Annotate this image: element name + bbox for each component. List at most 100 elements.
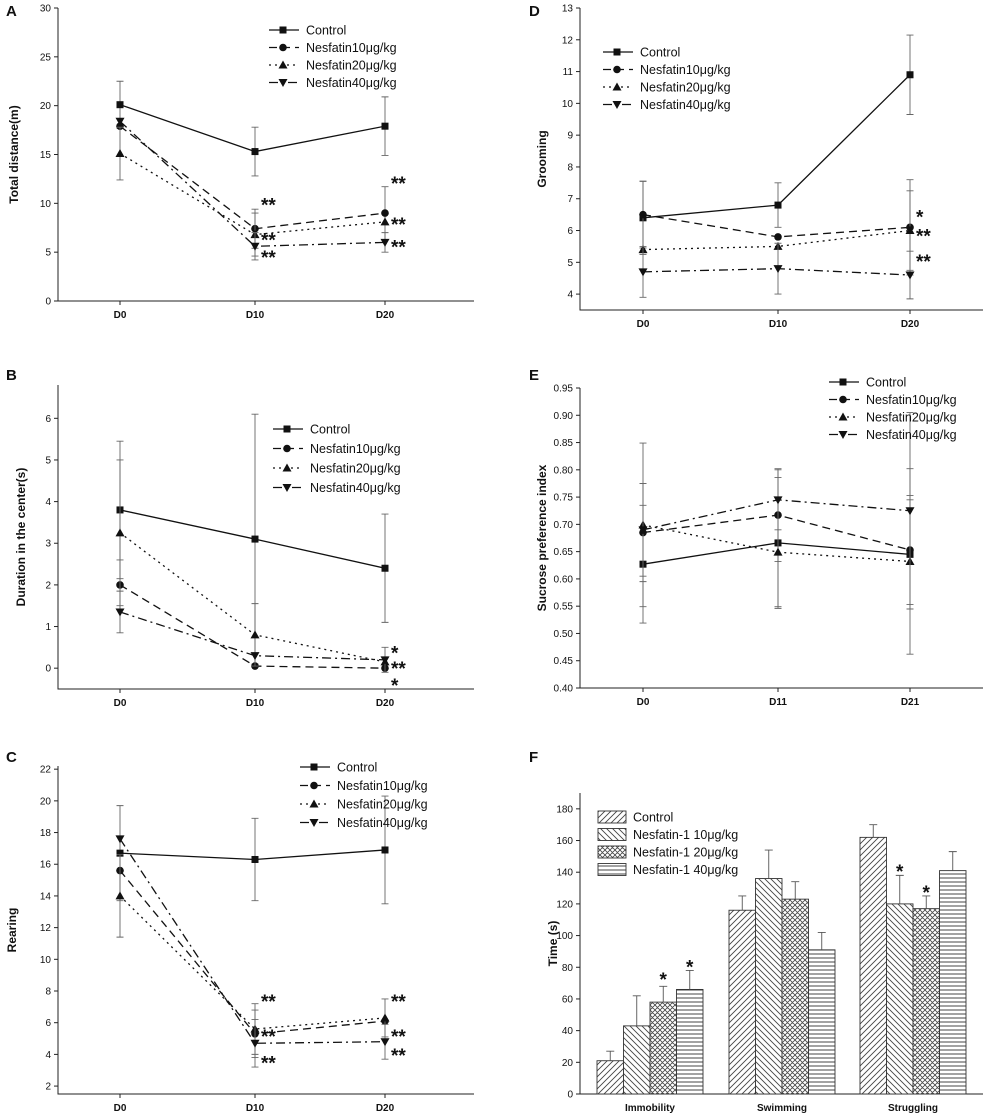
y-axis-title: Duration in the center(s)	[14, 468, 28, 607]
data-point	[380, 1013, 390, 1022]
y-tick-label: 5	[45, 248, 51, 259]
data-point	[773, 547, 783, 556]
y-tick-label: 140	[556, 868, 573, 879]
series-nesfatin40-g-kg	[115, 117, 390, 261]
y-tick-label: 11	[563, 67, 574, 78]
significance-marker: **	[391, 237, 406, 258]
significance-marker: **	[391, 1027, 406, 1048]
x-tick-label: D10	[246, 698, 265, 709]
series-nesfatin20-g-kg	[638, 442, 915, 655]
legend-marker	[613, 48, 621, 56]
legend-marker	[838, 412, 848, 421]
series-nesfatin-1-40-g-kg	[676, 851, 967, 1095]
y-tick-label: 0.55	[554, 602, 574, 613]
y-tick-label: 8	[567, 162, 573, 173]
legend-label: Control	[633, 811, 673, 825]
x-tick-label: Struggling	[888, 1103, 938, 1114]
legend-marker	[309, 799, 319, 808]
legend-marker	[282, 484, 292, 492]
legend: Control Nesfatin10μg/kg Nesfatin20μg/kg Nes…	[269, 24, 397, 90]
error-bar	[791, 881, 800, 900]
legend-label: Control	[640, 46, 680, 60]
data-point	[380, 238, 390, 247]
legend-marker	[612, 101, 622, 109]
panel-e: 0.40 0.45 0.50 0.55 0.60 0.65 0.70 0.75 0.80 0.85…	[529, 367, 983, 708]
legend-label: Nesfatin-1 40μg/kg	[633, 863, 738, 877]
y-tick-label: 20	[40, 796, 52, 807]
y-axis-title: Total distance(m)	[7, 105, 21, 203]
legend-label: Nesfatin10μg/kg	[866, 393, 957, 407]
significance-marker: **	[261, 231, 276, 252]
significance-marker: *	[896, 862, 904, 883]
significance-marker: **	[391, 992, 406, 1013]
y-tick-label: 14	[40, 891, 52, 902]
significance-marker: **	[391, 1046, 406, 1067]
significance-marker: *	[916, 208, 924, 229]
legend-marker	[310, 763, 318, 771]
data-point	[116, 849, 124, 857]
error-bar	[869, 824, 878, 838]
y-tick-label: 8	[45, 987, 51, 998]
panel-f: 0 20 40 60 80 100 120 140 160 180 Time (s) F Immobil…	[529, 749, 983, 1114]
data-point	[905, 507, 915, 516]
data-point	[250, 652, 260, 661]
x-tick-label: D0	[114, 1103, 127, 1114]
y-tick-label: 9	[567, 131, 573, 142]
y-tick-label: 15	[40, 150, 52, 161]
bar	[596, 1060, 624, 1095]
x-tick-label: D21	[901, 697, 920, 708]
panel-letter: D	[529, 3, 540, 20]
data-point	[774, 233, 782, 241]
legend-marker	[613, 65, 621, 74]
x-tick-label: D20	[376, 310, 395, 321]
significance-marker: **	[261, 195, 276, 216]
series-line	[119, 895, 386, 1030]
x-tick-label: Swimming	[757, 1103, 807, 1114]
significance-marker: *	[660, 970, 668, 991]
series-line	[119, 870, 386, 1035]
legend-swatch	[597, 810, 627, 824]
y-tick-label: 12	[40, 923, 52, 934]
significance-marker: **	[261, 992, 276, 1013]
panel-letter: B	[6, 367, 17, 384]
legend-label: Nesfatin40μg/kg	[306, 76, 397, 90]
y-tick-label: 10	[40, 199, 52, 210]
data-point	[116, 122, 124, 130]
x-tick-label: D10	[246, 310, 265, 321]
y-tick-label: 0.95	[554, 384, 574, 395]
significance-marker: **	[261, 1027, 276, 1048]
y-axis-title: Grooming	[535, 130, 549, 187]
legend-label: Nesfatin20μg/kg	[640, 81, 731, 95]
data-point	[905, 226, 915, 235]
series-line	[119, 532, 386, 663]
legend-marker	[310, 781, 318, 790]
y-axis-title: Time (s)	[546, 921, 560, 967]
legend: Control Nesfatin-1 10μg/kg Nesfatin-1 20μg…	[597, 810, 738, 877]
y-tick-label: 7	[567, 194, 573, 205]
legend-marker	[839, 378, 847, 386]
legend-marker	[278, 79, 288, 87]
legend-swatch	[597, 828, 627, 841]
bar	[623, 1025, 651, 1095]
legend-label: Nesfatin40μg/kg	[866, 428, 957, 442]
y-tick-label: 1	[45, 622, 51, 633]
data-point	[381, 564, 389, 572]
data-point	[251, 855, 259, 863]
y-tick-label: 0.50	[554, 629, 574, 640]
bar	[886, 903, 914, 1095]
data-point	[251, 535, 259, 543]
legend-label: Nesfatin-1 10μg/kg	[633, 828, 738, 842]
panel-b: 0 1 2 3 4 5 6 Duration in the center(s) B D0 D10 D2…	[6, 367, 474, 709]
y-tick-label: 0.40	[554, 684, 574, 695]
data-point	[251, 148, 259, 156]
legend-marker	[283, 425, 291, 433]
legend-marker	[282, 463, 292, 472]
x-tick-label: D0	[114, 310, 127, 321]
y-tick-label: 2	[45, 1082, 51, 1093]
significance-marker: *	[391, 644, 399, 665]
series-control	[116, 795, 389, 905]
data-point	[905, 271, 915, 280]
legend-label: Control	[337, 761, 377, 775]
legend-label: Nesfatin40μg/kg	[640, 98, 731, 112]
